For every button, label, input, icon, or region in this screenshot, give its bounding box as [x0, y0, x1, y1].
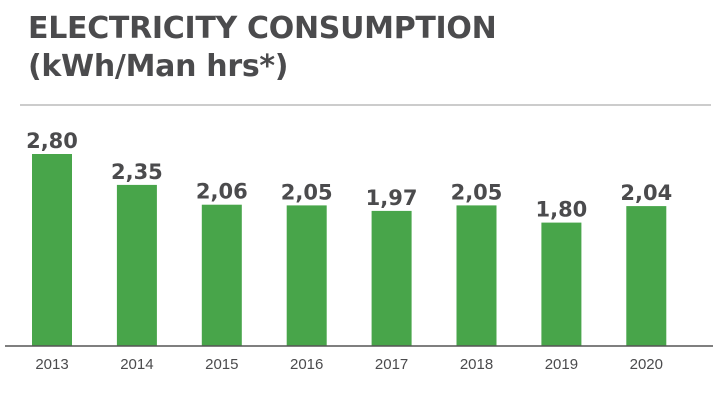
- x-tick-label-2013: 2013: [35, 356, 68, 373]
- x-tick-label-2017: 2017: [375, 356, 408, 373]
- data-label-2018: 2,05: [451, 180, 503, 204]
- bar-2019: [541, 222, 582, 346]
- bar-2014: [116, 184, 157, 346]
- x-tick-label-2014: 2014: [120, 356, 153, 373]
- data-label-2019: 1,80: [535, 198, 587, 222]
- bar-2020: [626, 206, 667, 346]
- data-label-2017: 1,97: [366, 186, 418, 210]
- chart-title-line2: (kWh/Man hrs*): [28, 49, 289, 84]
- x-tick-label-2016: 2016: [290, 356, 323, 373]
- data-label-2015: 2,06: [196, 180, 248, 204]
- bar-2013: [32, 154, 72, 346]
- data-label-2013: 2,80: [26, 129, 78, 153]
- data-label-2016: 2,05: [281, 180, 333, 204]
- x-tick-label-2020: 2020: [630, 356, 663, 373]
- chart-title-line1: ELECTRICITY CONSUMPTION: [28, 11, 497, 46]
- bar-2016: [286, 205, 327, 346]
- x-tick-label-2015: 2015: [205, 356, 238, 373]
- bar-2018: [456, 205, 497, 346]
- chart-title: ELECTRICITY CONSUMPTION (kWh/Man hrs*): [28, 10, 497, 86]
- data-label-2014: 2,35: [111, 160, 163, 184]
- x-tick-label-2019: 2019: [545, 356, 578, 373]
- data-label-2020: 2,04: [620, 181, 672, 205]
- bar-2017: [371, 210, 412, 346]
- x-tick-label-2018: 2018: [460, 356, 493, 373]
- bar-2015: [201, 204, 242, 346]
